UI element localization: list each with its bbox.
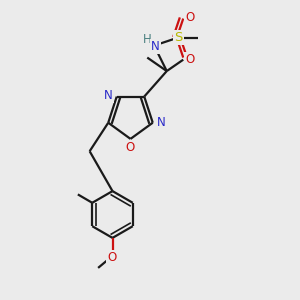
Text: O: O	[126, 141, 135, 154]
Text: S: S	[174, 31, 183, 44]
Text: N: N	[104, 88, 113, 102]
Text: O: O	[185, 11, 194, 24]
Text: N: N	[157, 116, 166, 129]
Text: O: O	[185, 52, 194, 66]
Text: N: N	[151, 40, 160, 53]
Text: O: O	[107, 251, 116, 264]
Text: H: H	[143, 33, 152, 46]
